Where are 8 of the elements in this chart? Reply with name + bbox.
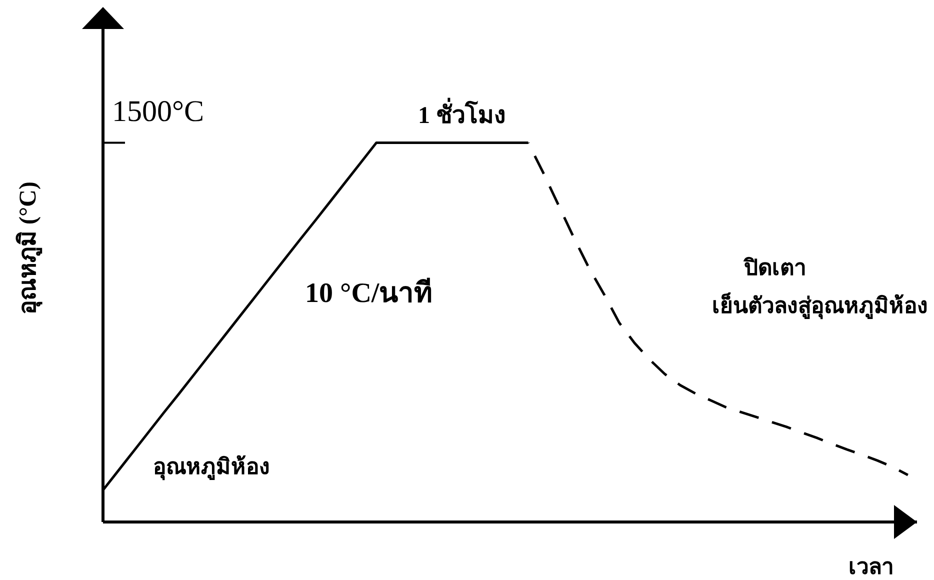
annotation: 10 °C/นาที: [305, 277, 432, 309]
text: 1 ชั่วโมง: [418, 97, 506, 129]
x-axis-title: เวลา: [848, 554, 894, 579]
text: 1500°C: [112, 94, 204, 128]
annotation: ปิดเตา: [743, 255, 806, 280]
y-axis-title: อุณหภูมิ (°C): [16, 182, 44, 314]
annotation: เย็นตัวลงสู่อุณหภูมิห้อง: [712, 291, 928, 320]
annotation: อุณหภูมิห้อง: [153, 454, 270, 481]
